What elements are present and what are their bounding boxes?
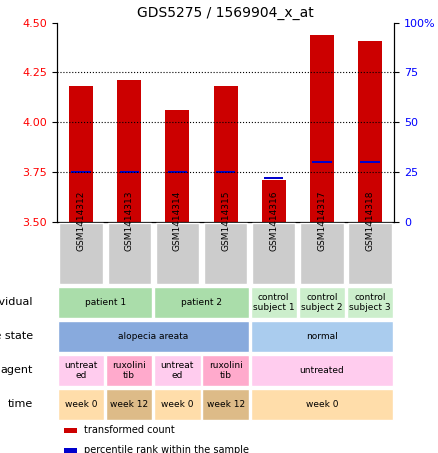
Bar: [165, 111, 189, 222]
Text: GSM1414316: GSM1414316: [269, 190, 278, 251]
Text: GSM1414313: GSM1414313: [125, 190, 134, 251]
FancyBboxPatch shape: [299, 287, 345, 318]
FancyBboxPatch shape: [154, 389, 201, 419]
Bar: [120, 171, 139, 173]
Bar: [261, 180, 286, 222]
FancyBboxPatch shape: [106, 355, 152, 386]
Text: untreat
ed: untreat ed: [161, 361, 194, 380]
FancyBboxPatch shape: [251, 389, 393, 419]
Bar: [64, 428, 77, 433]
Text: week 12: week 12: [110, 400, 148, 409]
FancyBboxPatch shape: [202, 355, 249, 386]
FancyBboxPatch shape: [347, 287, 393, 318]
Text: week 0: week 0: [65, 400, 97, 409]
Bar: [358, 41, 382, 222]
FancyBboxPatch shape: [58, 389, 104, 419]
Bar: [213, 87, 237, 222]
FancyBboxPatch shape: [251, 287, 297, 318]
Bar: [71, 171, 91, 173]
Text: GSM1414315: GSM1414315: [221, 190, 230, 251]
FancyBboxPatch shape: [204, 223, 247, 284]
FancyBboxPatch shape: [154, 287, 249, 318]
Bar: [310, 34, 334, 222]
Text: individual: individual: [0, 297, 33, 308]
FancyBboxPatch shape: [58, 287, 152, 318]
Text: GSM1414312: GSM1414312: [77, 190, 85, 251]
Bar: [64, 448, 77, 453]
Text: week 0: week 0: [161, 400, 194, 409]
FancyBboxPatch shape: [252, 223, 295, 284]
FancyBboxPatch shape: [60, 223, 102, 284]
Bar: [69, 87, 93, 222]
Bar: [168, 171, 187, 173]
FancyBboxPatch shape: [156, 223, 199, 284]
Text: alopecia areata: alopecia areata: [118, 332, 188, 341]
FancyBboxPatch shape: [348, 223, 392, 284]
FancyBboxPatch shape: [106, 389, 152, 419]
Text: transformed count: transformed count: [84, 425, 175, 435]
FancyBboxPatch shape: [58, 355, 104, 386]
Bar: [117, 81, 141, 222]
Text: patient 2: patient 2: [181, 298, 222, 307]
Bar: [312, 161, 332, 163]
FancyBboxPatch shape: [251, 355, 393, 386]
Text: control
subject 3: control subject 3: [349, 293, 391, 312]
Text: week 0: week 0: [306, 400, 338, 409]
Text: week 12: week 12: [206, 400, 245, 409]
Bar: [264, 177, 283, 179]
Text: untreated: untreated: [300, 366, 344, 375]
FancyBboxPatch shape: [58, 321, 249, 352]
Text: GSM1414318: GSM1414318: [366, 190, 374, 251]
Text: untreat
ed: untreat ed: [64, 361, 98, 380]
Text: GSM1414317: GSM1414317: [318, 190, 326, 251]
FancyBboxPatch shape: [107, 223, 151, 284]
Title: GDS5275 / 1569904_x_at: GDS5275 / 1569904_x_at: [137, 6, 314, 20]
Bar: [360, 161, 380, 163]
FancyBboxPatch shape: [154, 355, 201, 386]
Text: patient 1: patient 1: [85, 298, 126, 307]
Text: time: time: [7, 399, 33, 410]
Text: ruxolini
tib: ruxolini tib: [112, 361, 146, 380]
Text: control
subject 2: control subject 2: [301, 293, 343, 312]
Text: disease state: disease state: [0, 331, 33, 342]
Text: GSM1414314: GSM1414314: [173, 190, 182, 251]
Text: control
subject 1: control subject 1: [253, 293, 295, 312]
FancyBboxPatch shape: [202, 389, 249, 419]
Bar: [216, 171, 235, 173]
Text: agent: agent: [0, 365, 33, 376]
FancyBboxPatch shape: [300, 223, 343, 284]
Text: ruxolini
tib: ruxolini tib: [208, 361, 243, 380]
Text: normal: normal: [306, 332, 338, 341]
FancyBboxPatch shape: [251, 321, 393, 352]
Text: percentile rank within the sample: percentile rank within the sample: [84, 445, 249, 453]
